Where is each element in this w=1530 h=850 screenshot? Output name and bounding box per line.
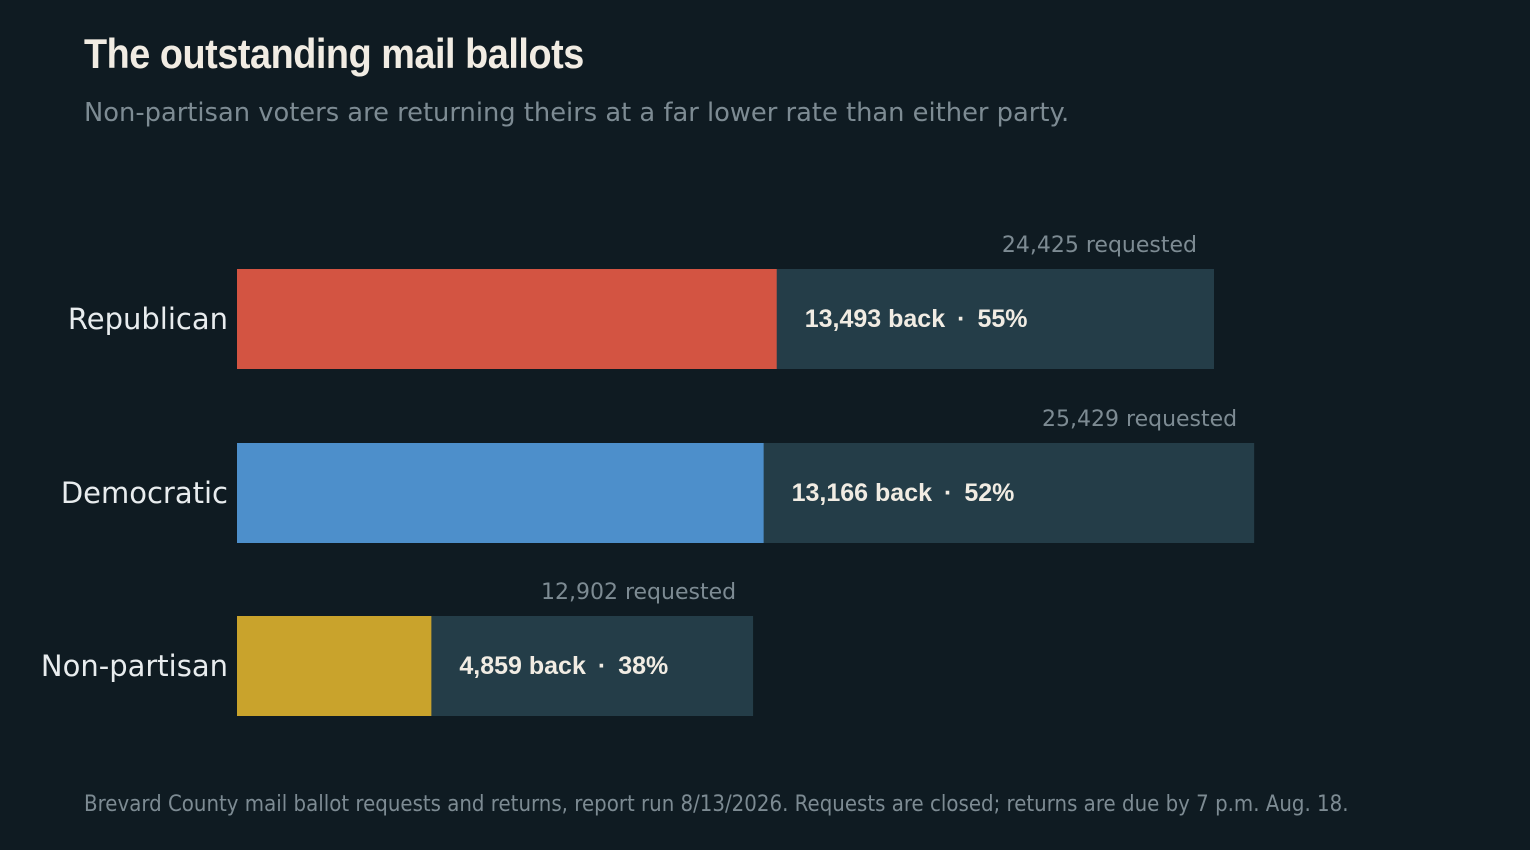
category-label-republican: Republican xyxy=(68,302,228,336)
back-label-republican: 13,493 back · 55% xyxy=(805,305,1028,333)
requested-label-non-partisan: 12,902 requested xyxy=(541,580,736,605)
category-label-non-partisan: Non-partisan xyxy=(41,649,228,683)
back-label-democratic: 13,166 back · 52% xyxy=(792,479,1015,507)
requested-label-democratic: 25,429 requested xyxy=(1042,407,1237,432)
chart-title: The outstanding mail ballots xyxy=(84,30,584,77)
bar-back-democratic xyxy=(237,443,764,543)
category-label-democratic: Democratic xyxy=(61,476,228,510)
bar-back-non-partisan xyxy=(237,616,432,716)
chart-source-note: Brevard County mail ballot requests and … xyxy=(84,792,1349,817)
bar-back-republican xyxy=(237,269,777,369)
back-label-non-partisan: 4,859 back · 38% xyxy=(459,652,668,680)
requested-label-republican: 24,425 requested xyxy=(1002,233,1197,258)
chart-subtitle: Non-partisan voters are returning theirs… xyxy=(84,98,1070,128)
